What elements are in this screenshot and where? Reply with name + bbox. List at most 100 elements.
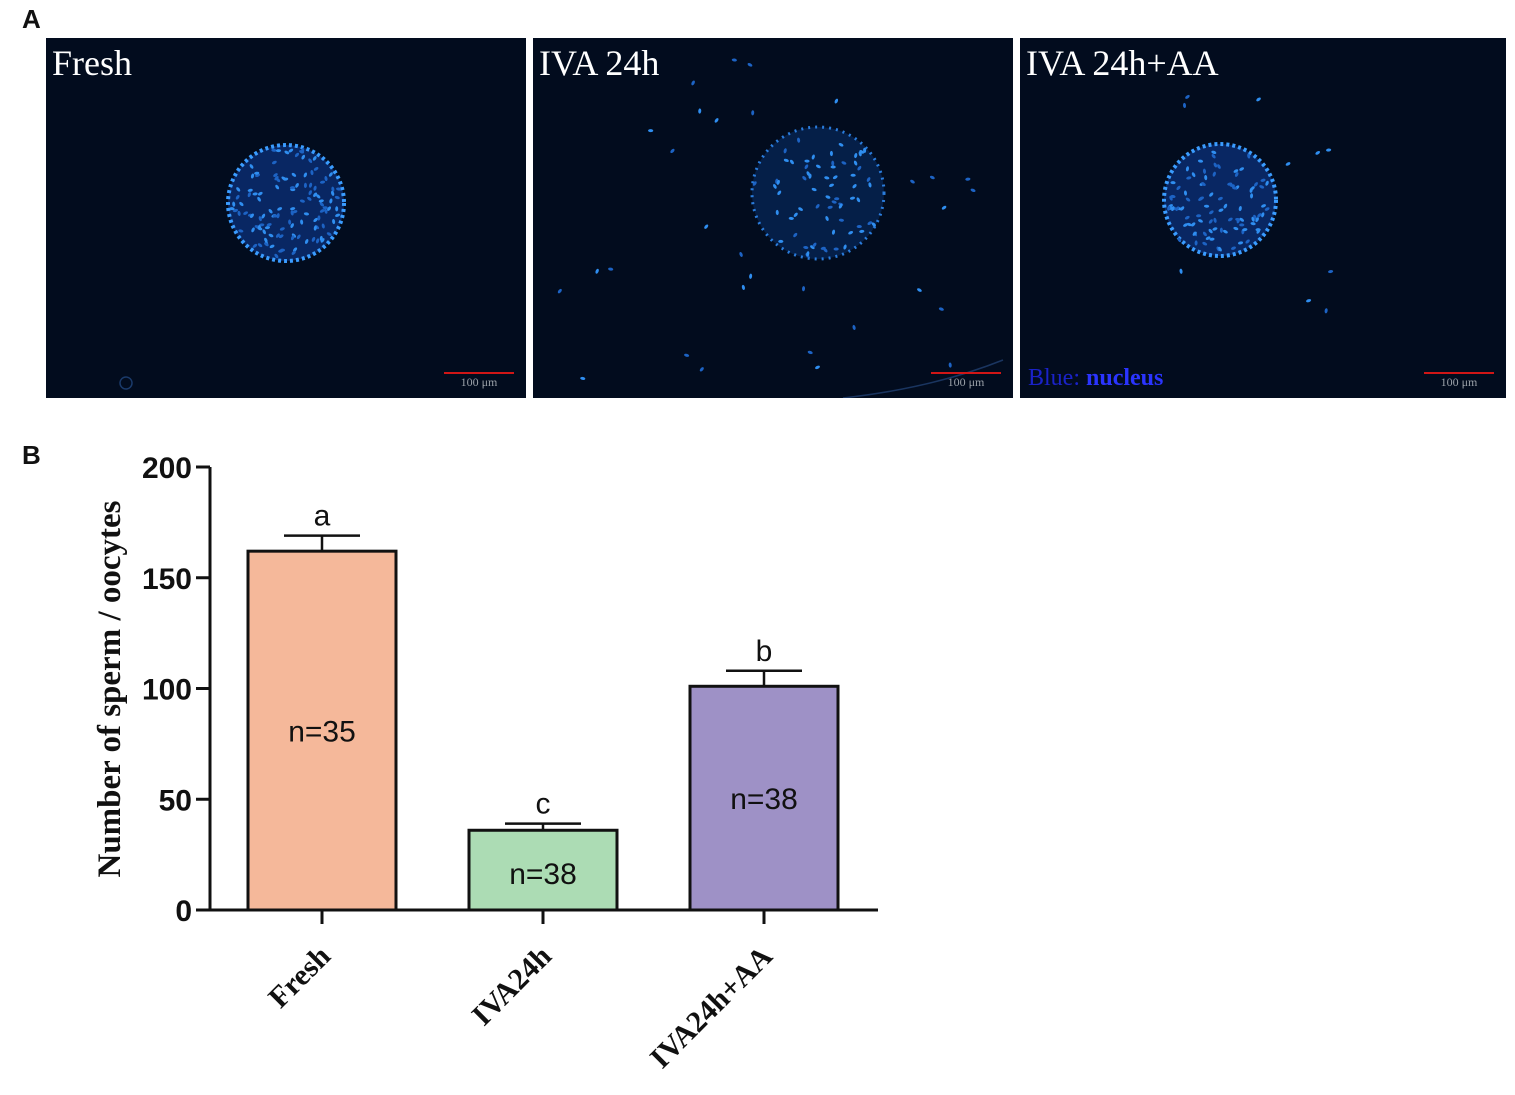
stained-nucleus-dot — [691, 80, 695, 86]
stained-nucleus-dot — [773, 184, 777, 189]
stained-nucleus-dot — [749, 273, 753, 279]
scale-bar-fresh: 100 μm — [444, 372, 514, 390]
stained-nucleus-dot — [303, 212, 310, 216]
stained-nucleus-dot — [266, 223, 272, 227]
stained-nucleus-dot — [313, 185, 317, 191]
stained-nucleus-dot — [1170, 194, 1176, 199]
stained-nucleus-dot — [1249, 187, 1253, 193]
stained-nucleus-dot — [806, 171, 811, 177]
stained-nucleus-dot — [299, 199, 305, 203]
x-tick-label: IVA24h+AA — [644, 939, 779, 1074]
bar-iva24h-aa — [688, 684, 840, 912]
stained-nucleus-dot — [1211, 150, 1217, 155]
stained-nucleus-dot — [324, 176, 328, 182]
stained-nucleus-dot — [834, 98, 839, 104]
stained-nucleus-dot — [1228, 217, 1233, 222]
stained-nucleus-dot — [929, 175, 935, 180]
stained-nucleus-dot — [699, 367, 704, 372]
stained-nucleus-dot — [1285, 162, 1291, 166]
stained-nucleus-dot — [239, 201, 244, 207]
stained-nucleus-dot — [557, 288, 562, 294]
stained-nucleus-dot — [290, 207, 296, 211]
y-tick-label: 200 — [142, 452, 192, 485]
stained-nucleus-dot — [1212, 227, 1218, 231]
stain-legend-value: nucleus — [1086, 365, 1164, 391]
stained-nucleus-dot — [848, 230, 854, 235]
stained-nucleus-dot — [275, 184, 280, 190]
stained-nucleus-dot — [324, 208, 328, 214]
stained-nucleus-dot — [1247, 153, 1251, 159]
stained-nucleus-dot — [834, 197, 840, 201]
stained-nucleus-dot — [259, 223, 265, 227]
scale-bar-iva24h-aa: 100 μm — [1424, 372, 1494, 390]
stained-nucleus-dot — [249, 164, 254, 169]
stained-nucleus-dot — [313, 166, 319, 171]
stained-nucleus-dot — [783, 148, 787, 154]
stained-nucleus-dot — [1315, 150, 1321, 155]
stained-nucleus-dot — [857, 165, 862, 171]
stained-nucleus-dot — [866, 177, 871, 182]
stained-nucleus-dot — [232, 208, 239, 213]
stained-nucleus-dot — [704, 224, 709, 229]
stained-nucleus-dot — [1257, 213, 1262, 218]
stained-nucleus-dot — [739, 251, 743, 257]
stained-nucleus-dot — [319, 202, 325, 207]
stained-nucleus-dot — [833, 247, 839, 251]
stained-nucleus-dot — [793, 212, 798, 217]
stained-nucleus-dot — [1213, 217, 1217, 223]
stained-nucleus-dot — [1213, 162, 1218, 168]
stained-nucleus-dot — [295, 183, 299, 188]
x-tick-label: IVA24h — [465, 939, 558, 1032]
stained-nucleus-dot — [827, 205, 833, 209]
stained-nucleus-dot — [264, 226, 271, 230]
stained-nucleus-dot — [815, 164, 821, 169]
stained-nucleus-dot — [312, 156, 317, 161]
stained-nucleus-dot — [1202, 231, 1207, 237]
stained-nucleus-dot — [1250, 193, 1254, 199]
significance-letter: b — [756, 635, 773, 668]
y-tick-label: 150 — [142, 563, 192, 596]
stained-nucleus-dot — [235, 194, 240, 200]
sample-size-label: n=38 — [509, 858, 577, 891]
stained-nucleus-dot — [815, 204, 820, 209]
stained-nucleus-dot — [698, 108, 702, 114]
stained-nucleus-dot — [257, 243, 263, 248]
stained-nucleus-dot — [308, 158, 313, 163]
stained-nucleus-dot — [1175, 206, 1180, 212]
stained-nucleus-dot — [812, 242, 817, 248]
stained-nucleus-dot — [1185, 94, 1190, 99]
stained-nucleus-dot — [1217, 196, 1223, 201]
stained-nucleus-dot — [1182, 102, 1187, 109]
stained-nucleus-dot — [714, 118, 719, 123]
stained-nucleus-dot — [830, 165, 836, 169]
stained-nucleus-dot — [1223, 203, 1228, 209]
stained-nucleus-dot — [941, 205, 947, 210]
stained-nucleus-dot — [322, 206, 328, 210]
micrograph-iva24h-field — [557, 58, 1004, 398]
stained-nucleus-dot — [1238, 205, 1242, 212]
stained-nucleus-dot — [1229, 184, 1235, 188]
micrograph-fresh: Fresh 100 μm — [46, 38, 526, 398]
stained-nucleus-dot — [1208, 219, 1213, 224]
stained-nucleus-dot — [838, 143, 844, 147]
stained-nucleus-dot — [335, 213, 341, 217]
stained-nucleus-dot — [278, 249, 284, 253]
stained-nucleus-dot — [1205, 236, 1211, 240]
stained-nucleus-dot — [1176, 185, 1181, 191]
stained-nucleus-dot — [258, 216, 262, 222]
stained-nucleus-dot — [1167, 205, 1171, 211]
stained-nucleus-dot — [271, 160, 277, 165]
stained-nucleus-dot — [807, 350, 813, 355]
scale-bar-iva24h: 100 μm — [931, 372, 1001, 390]
stained-nucleus-dot — [1180, 206, 1185, 211]
stained-nucleus-dot — [331, 190, 335, 196]
stained-nucleus-dot — [1239, 223, 1245, 227]
stained-nucleus-dot — [279, 227, 285, 231]
stained-nucleus-dot — [1186, 176, 1192, 180]
panel-a-letter: A — [22, 4, 41, 34]
stained-nucleus-dot — [247, 188, 253, 192]
stained-nucleus-dot — [332, 218, 336, 225]
stained-nucleus-dot — [831, 229, 836, 235]
stained-nucleus-dot — [1194, 240, 1198, 246]
stained-nucleus-dot — [1191, 222, 1196, 227]
